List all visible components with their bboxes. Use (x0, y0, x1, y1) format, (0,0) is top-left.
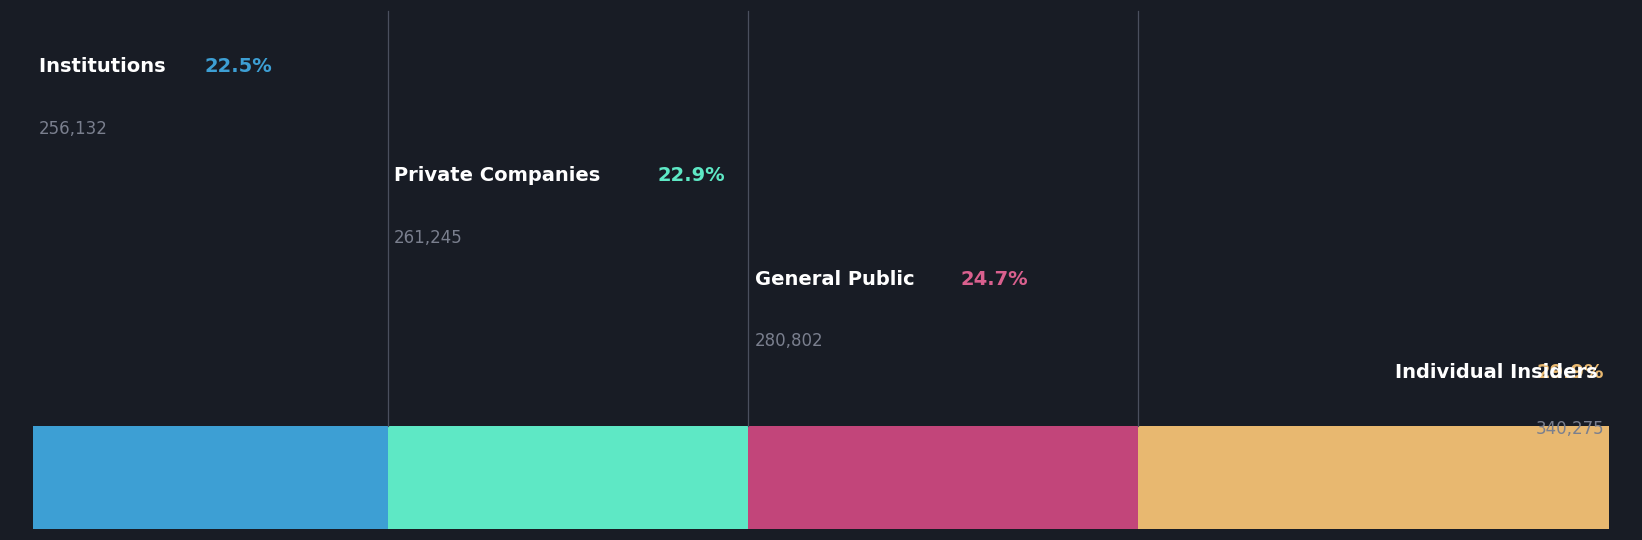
Text: 340,275: 340,275 (1535, 420, 1604, 438)
Text: General Public: General Public (755, 270, 921, 289)
Bar (33, 426, 388, 529)
Bar (1138, 426, 1609, 529)
Text: Private Companies: Private Companies (394, 166, 608, 185)
Text: 29.9%: 29.9% (1537, 363, 1604, 382)
Text: 24.7%: 24.7% (961, 270, 1028, 289)
Bar (749, 426, 1138, 529)
Text: 280,802: 280,802 (755, 332, 823, 350)
Text: 22.5%: 22.5% (204, 57, 273, 77)
Text: 22.9%: 22.9% (658, 166, 726, 185)
Text: Institutions: Institutions (39, 57, 172, 77)
Text: 261,245: 261,245 (394, 228, 463, 247)
Text: 256,132: 256,132 (39, 120, 108, 138)
Text: Individual Insiders: Individual Insiders (1396, 363, 1604, 382)
Bar (388, 426, 749, 529)
